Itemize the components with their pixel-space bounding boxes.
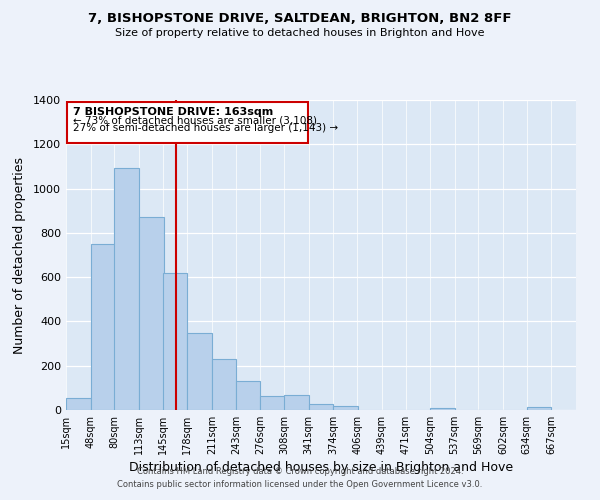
Text: 27% of semi-detached houses are larger (1,143) →: 27% of semi-detached houses are larger (… (73, 123, 338, 133)
Bar (139, 218, 164, 410)
FancyBboxPatch shape (67, 102, 308, 143)
Bar (284, 394, 309, 410)
Bar (187, 332, 212, 410)
Bar (212, 359, 236, 410)
X-axis label: Distribution of detached houses by size in Brighton and Hove: Distribution of detached houses by size … (129, 461, 513, 474)
Bar (309, 404, 333, 410)
Bar (333, 406, 358, 410)
Bar (527, 406, 551, 410)
Bar (66, 398, 91, 410)
Text: 7, BISHOPSTONE DRIVE, SALTDEAN, BRIGHTON, BN2 8FF: 7, BISHOPSTONE DRIVE, SALTDEAN, BRIGHTON… (88, 12, 512, 26)
Text: ← 73% of detached houses are smaller (3,108): ← 73% of detached houses are smaller (3,… (73, 116, 317, 126)
Text: Contains HM Land Registry data © Crown copyright and database right 2024.: Contains HM Land Registry data © Crown c… (137, 467, 463, 476)
Bar (91, 244, 115, 410)
Bar (115, 168, 139, 410)
Y-axis label: Number of detached properties: Number of detached properties (13, 156, 26, 354)
Text: Size of property relative to detached houses in Brighton and Hove: Size of property relative to detached ho… (115, 28, 485, 38)
Bar (430, 408, 455, 410)
Bar (163, 272, 187, 410)
Text: 7 BISHOPSTONE DRIVE: 163sqm: 7 BISHOPSTONE DRIVE: 163sqm (73, 106, 274, 117)
Bar (236, 381, 260, 410)
Text: Contains public sector information licensed under the Open Government Licence v3: Contains public sector information licen… (118, 480, 482, 489)
Bar (260, 396, 285, 410)
